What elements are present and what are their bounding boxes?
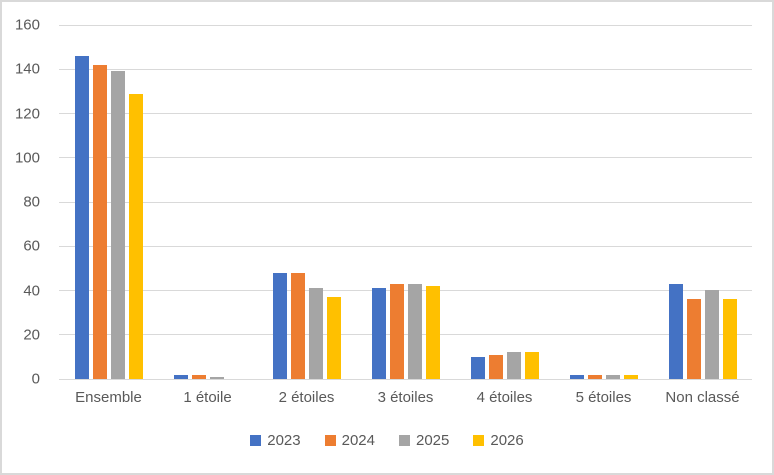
legend-item-2026: 2026 bbox=[473, 432, 524, 449]
legend-label: 2024 bbox=[341, 432, 375, 449]
gridline-y-60 bbox=[59, 245, 752, 247]
gridline-y-80 bbox=[59, 201, 752, 203]
y-axis-tick-label: 160 bbox=[14, 16, 40, 34]
x-axis-category-label: 2 étoiles bbox=[278, 389, 335, 406]
legend-swatch-icon bbox=[473, 435, 485, 446]
legend-label: 2025 bbox=[416, 432, 450, 449]
legend-label: 2026 bbox=[490, 432, 524, 449]
legend-swatch-icon bbox=[250, 435, 262, 446]
y-axis-tick-label: 140 bbox=[14, 60, 40, 78]
bar-group-3 bbox=[257, 273, 356, 379]
bar-2025 bbox=[407, 284, 422, 379]
bar-2026 bbox=[128, 94, 143, 379]
x-axis-category-label: 5 étoiles bbox=[575, 389, 632, 406]
bar-group-7 bbox=[653, 284, 752, 379]
bar-2024 bbox=[488, 355, 503, 379]
legend-item-2025: 2025 bbox=[399, 433, 449, 448]
legend-item-2023: 2023 bbox=[250, 432, 301, 449]
gridline-y-140 bbox=[59, 68, 752, 70]
legend: 2023 2024 2025 2026 bbox=[2, 433, 772, 448]
bar-2025 bbox=[605, 375, 620, 379]
y-axis-tick-label: 0 bbox=[31, 370, 40, 388]
bar-2024 bbox=[389, 284, 404, 379]
bar-2023 bbox=[272, 273, 287, 379]
x-axis-category-label: Ensemble bbox=[75, 389, 142, 406]
x-axis-category-label: 1 étoile bbox=[183, 389, 232, 406]
bar-2024 bbox=[290, 273, 305, 379]
y-axis-tick-label: 80 bbox=[23, 193, 40, 211]
bar-2026 bbox=[623, 375, 638, 379]
bar-group-2 bbox=[158, 375, 257, 379]
bar-2026 bbox=[722, 299, 737, 379]
bar-2023 bbox=[569, 375, 584, 379]
bar-2023 bbox=[668, 284, 683, 379]
legend-item-2024: 2024 bbox=[324, 432, 375, 449]
y-axis-tick-label: 120 bbox=[14, 105, 40, 122]
x-axis-category-label: 3 étoiles bbox=[377, 389, 434, 406]
bar-2023 bbox=[371, 288, 386, 379]
bar-2024 bbox=[686, 299, 701, 379]
x-axis-category-label: 4 étoiles bbox=[476, 389, 533, 406]
bar-group-6 bbox=[554, 375, 653, 379]
bar-2025 bbox=[506, 352, 521, 379]
gridline-y-120 bbox=[59, 113, 752, 114]
bar-2026 bbox=[326, 297, 341, 379]
bar-2024 bbox=[191, 375, 206, 379]
bar-group-1 bbox=[59, 56, 158, 379]
y-axis-tick-label: 40 bbox=[23, 282, 40, 299]
bar-2024 bbox=[92, 65, 107, 379]
bar-2025 bbox=[110, 71, 125, 379]
legend-swatch-icon bbox=[324, 435, 336, 446]
legend-label: 2023 bbox=[267, 432, 301, 449]
y-axis-tick-label: 60 bbox=[23, 237, 40, 255]
bar-2024 bbox=[587, 375, 602, 379]
bar-2025 bbox=[308, 288, 323, 379]
gridline-y-20 bbox=[59, 334, 752, 336]
legend-swatch-icon bbox=[399, 435, 410, 446]
y-axis-tick-label: 100 bbox=[14, 149, 40, 167]
x-axis-category-label: Non classé bbox=[665, 389, 740, 406]
bar-2025 bbox=[209, 377, 224, 379]
bar-group-5 bbox=[455, 352, 554, 379]
bar-2025 bbox=[704, 290, 719, 379]
gridline-y-40 bbox=[59, 290, 752, 291]
gridline-y-100 bbox=[59, 157, 752, 159]
bar-2023 bbox=[74, 56, 89, 379]
bar-2026 bbox=[425, 286, 440, 379]
plot-area bbox=[59, 24, 752, 380]
bar-2023 bbox=[470, 357, 485, 379]
y-axis-tick-label: 20 bbox=[23, 326, 40, 344]
gridline-y-0 bbox=[59, 378, 752, 380]
bar-2026 bbox=[524, 352, 539, 379]
bar-group-4 bbox=[356, 284, 455, 379]
bar-2023 bbox=[173, 375, 188, 379]
gridline-y-160 bbox=[59, 24, 752, 26]
